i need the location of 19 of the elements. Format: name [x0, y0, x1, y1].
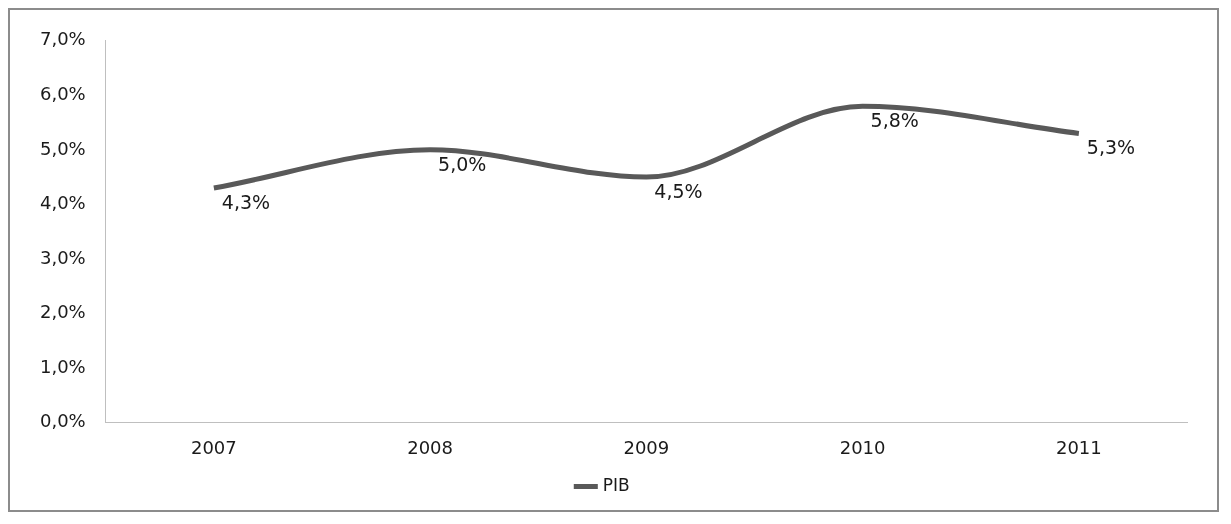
data-label: 5,0% — [438, 152, 487, 175]
y-tick-label: 5,0% — [40, 137, 86, 159]
y-tick-label: 3,0% — [40, 246, 86, 268]
x-tick-label: 2007 — [190, 436, 237, 458]
y-tick-label: 2,0% — [40, 301, 86, 323]
x-tick-label: 2009 — [623, 436, 670, 458]
x-tick-label: 2011 — [1055, 436, 1102, 458]
data-label: 5,3% — [1086, 136, 1136, 159]
y-tick-label: 7,0% — [40, 28, 86, 50]
y-tick-label: 0,0% — [40, 410, 86, 432]
y-tick-label: 1,0% — [40, 355, 86, 377]
legend-label: PIB — [602, 474, 630, 495]
y-tick-label: 6,0% — [40, 82, 86, 104]
data-label: 5,8% — [870, 109, 919, 132]
x-tick-label: 2010 — [839, 436, 886, 458]
x-tick-label: 2008 — [407, 436, 454, 458]
data-label: 4,3% — [221, 190, 271, 213]
y-tick-label: 4,0% — [40, 192, 86, 214]
data-label: 4,5% — [654, 180, 703, 203]
